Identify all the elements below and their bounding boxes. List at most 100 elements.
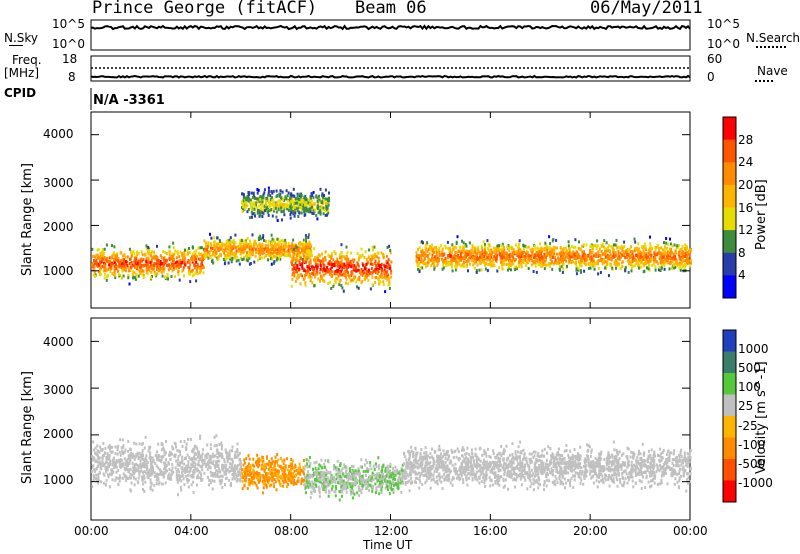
power-cell-band-4 — [604, 249, 607, 253]
power-cell-band-4 — [684, 259, 687, 262]
power-cell-band-4 — [518, 252, 521, 255]
power-cell-band-2 — [322, 212, 325, 216]
power-cell-band-4 — [639, 250, 642, 254]
power-cell-band-4 — [606, 260, 609, 264]
power-cell-band-0 — [200, 266, 203, 270]
power-cell-band-1 — [226, 247, 229, 251]
velocity-cell-band-0 — [209, 457, 212, 461]
power-cell-band-3 — [347, 271, 349, 275]
power-cell-band-0 — [139, 266, 141, 270]
power-cell-band-3 — [346, 261, 349, 265]
power-cell-band-4 — [543, 252, 546, 256]
power-cell-band-3 — [345, 245, 348, 249]
velocity-cell-band-0 — [122, 452, 125, 456]
power-cell-band-4 — [575, 250, 578, 254]
power-cell-band-3 — [330, 254, 333, 258]
power-cell-band-2 — [316, 199, 319, 203]
velocity-cell-band-0 — [140, 465, 143, 469]
power-cell-band-3 — [365, 262, 368, 266]
velocity-cell-band-0 — [102, 454, 105, 457]
power-cell-band-4 — [451, 269, 454, 273]
power-cell-band-4 — [500, 263, 503, 267]
power-cell-band-3 — [378, 282, 381, 286]
velocity-cell-band-0 — [176, 463, 179, 467]
power-cell-band-1 — [279, 257, 282, 261]
power-cell-band-1 — [248, 262, 251, 266]
velocity-cell-band-0 — [197, 476, 200, 480]
velocity-cell-band-0 — [228, 454, 231, 458]
velocity-cell-band-1 — [243, 468, 246, 472]
power-cell-band-2 — [301, 205, 304, 209]
velocity-cell-band-0 — [117, 483, 120, 487]
power-cell-band-0 — [136, 253, 139, 257]
power-cell-band-0 — [166, 273, 169, 277]
power-cell-band-0 — [179, 250, 182, 254]
power-cell-band-0 — [172, 262, 175, 266]
power-cell-band-4 — [420, 240, 423, 244]
power-cell-band-0 — [124, 255, 127, 259]
power-cell-band-4 — [471, 245, 474, 249]
power-cell-band-4 — [578, 261, 581, 264]
power-cell-band-1 — [269, 248, 271, 252]
velocity-cell-band-0 — [184, 456, 187, 460]
power-cell-band-1 — [219, 244, 222, 248]
power-cell-band-2 — [267, 191, 270, 195]
power-cell-band-0 — [104, 262, 107, 266]
power-cell-band-2 — [279, 189, 282, 193]
power-cell-band-1 — [216, 236, 219, 240]
power-cell-band-1 — [229, 236, 232, 240]
power-cell-band-1 — [207, 250, 210, 254]
velocity-cell-band-0 — [162, 455, 165, 459]
power-cell-band-1 — [283, 246, 286, 250]
power-cell-band-4 — [522, 261, 525, 265]
power-cell-band-4 — [663, 267, 666, 271]
power-cell-band-1 — [291, 249, 294, 253]
power-cell-band-4 — [666, 261, 669, 265]
power-cell-band-4 — [574, 238, 577, 242]
nave-legend-line — [755, 80, 773, 82]
power-cell-band-4 — [657, 262, 660, 266]
power-cell-band-4 — [549, 265, 551, 269]
power-cell-band-2 — [305, 201, 308, 205]
velocity-cell-band-0 — [163, 474, 166, 478]
power-cell-band-4 — [554, 258, 557, 262]
velocity-cell-band-1 — [244, 472, 246, 475]
power-cell-band-4 — [570, 261, 573, 264]
velocity-cell-band-0 — [202, 458, 204, 462]
power-cell-band-4 — [481, 249, 484, 253]
power-cell-band-2 — [258, 199, 261, 203]
power-cell-band-4 — [681, 265, 684, 269]
power-cell-band-4 — [638, 249, 641, 253]
power-cell-band-4 — [644, 242, 646, 246]
power-cell-band-2 — [318, 194, 320, 198]
power-cell-band-4 — [684, 243, 687, 247]
power-cell-band-2 — [264, 202, 267, 206]
velocity-cell-band-1 — [284, 464, 287, 468]
power-cell-band-3 — [351, 272, 354, 276]
power-cell-band-4 — [668, 267, 671, 271]
power-cell-band-1 — [232, 238, 235, 242]
power-cell-band-4 — [628, 247, 631, 251]
power-cell-band-1 — [309, 243, 312, 247]
velocity-cell-band-0 — [186, 480, 189, 484]
power-cell-band-4 — [577, 268, 580, 272]
velocity-cell-band-0 — [178, 461, 181, 465]
power-cell-band-1 — [273, 260, 276, 264]
power-cell-band-0 — [197, 257, 200, 261]
power-cell-band-0 — [93, 262, 96, 266]
power-cell-band-2 — [293, 205, 296, 209]
power-cell-band-2 — [245, 197, 248, 201]
power-cell-band-0 — [123, 262, 126, 266]
velocity-cell-band-0 — [113, 466, 116, 470]
power-cell-band-1 — [251, 247, 254, 251]
velocity-cell-band-0 — [215, 469, 218, 472]
power-cell-band-1 — [257, 258, 259, 262]
velocity-cell-band-0 — [168, 467, 171, 471]
power-cell-band-0 — [172, 241, 175, 245]
velocity-cell-band-1 — [246, 487, 249, 490]
power-cell-band-1 — [248, 243, 250, 246]
power-cell-band-4 — [429, 248, 432, 252]
power-cell-band-3 — [315, 269, 318, 273]
power-cell-band-4 — [637, 263, 640, 267]
power-cell-band-1 — [227, 244, 230, 248]
